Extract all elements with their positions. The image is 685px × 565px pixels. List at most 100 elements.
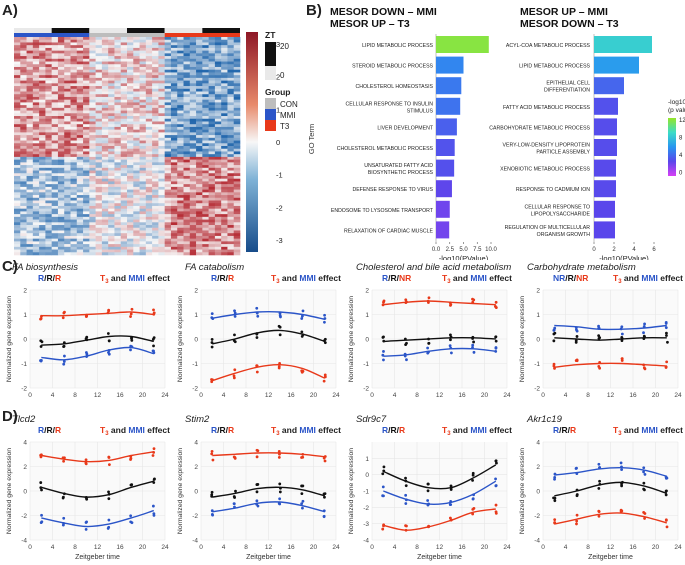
heatmap-cell — [83, 118, 90, 122]
data-point-red — [255, 370, 259, 374]
heatmap-cell — [95, 107, 103, 111]
heatmap-cell — [170, 208, 178, 212]
heatmap-cell — [32, 203, 40, 207]
heatmap-cell — [32, 197, 40, 201]
heatmap-cell — [45, 203, 52, 207]
heatmap-cell — [189, 113, 197, 117]
heatmap-cell — [196, 205, 203, 209]
heatmap-cell — [108, 143, 115, 147]
heatmap-cell — [32, 91, 40, 95]
heatmap-cell — [221, 181, 228, 185]
heatmap-cell — [189, 94, 197, 98]
heatmap-cell — [95, 162, 103, 166]
heatmap-cell — [208, 170, 216, 174]
heatmap-cell — [57, 181, 65, 185]
heatmap-cell — [164, 156, 172, 160]
heatmap-cell — [227, 110, 235, 114]
heatmap-cell — [202, 132, 209, 136]
heatmap-cell — [139, 116, 147, 120]
heatmap-cell — [120, 238, 128, 242]
heatmap-cell — [164, 225, 172, 229]
heatmap-cell — [95, 146, 103, 150]
heatmap-cell — [233, 159, 241, 163]
heatmap-cell — [183, 129, 191, 133]
heatmap-cell — [57, 99, 65, 103]
data-point-blue — [278, 314, 282, 318]
series-line-blue — [212, 501, 325, 513]
heatmap-cell — [145, 132, 153, 136]
heatmap-cell — [51, 216, 59, 220]
heatmap-cell — [70, 47, 78, 51]
heatmap-cell — [108, 91, 115, 95]
heatmap-cell — [158, 214, 165, 218]
heatmap-cell — [26, 77, 34, 81]
data-point-red — [642, 511, 646, 514]
heatmap-cell — [127, 181, 134, 185]
heatmap-cell — [133, 214, 140, 218]
data-point-red — [597, 514, 601, 518]
heatmap-cell — [202, 184, 209, 188]
data-point-black — [300, 330, 304, 334]
heatmap-cell — [51, 102, 59, 106]
heatmap-cell — [221, 137, 228, 141]
heatmap-cell — [183, 192, 191, 196]
data-point-black — [210, 494, 214, 498]
heatmap-cell — [139, 47, 147, 51]
heatmap-cell — [120, 66, 128, 70]
heatmap-cell — [133, 39, 140, 43]
series-line-red — [41, 311, 154, 317]
heatmap-cell — [164, 50, 172, 54]
series-line-black — [41, 480, 154, 498]
heatmap-cell — [45, 110, 52, 114]
heatmap-cell — [196, 211, 203, 215]
heatmap-cell — [189, 42, 197, 46]
heatmap-cell — [145, 61, 153, 65]
heatmap-cell — [32, 47, 40, 51]
heatmap-cell — [208, 197, 216, 201]
heatmap-cell — [101, 69, 109, 73]
heatmap-cell — [14, 96, 21, 100]
heatmap-cell — [233, 195, 241, 199]
heatmap-cell — [152, 200, 159, 204]
heatmap-cell — [70, 61, 78, 65]
data-point-blue — [643, 472, 647, 476]
heatmap-cell — [233, 203, 241, 207]
data-point-red — [39, 455, 43, 459]
heatmap-cell — [83, 211, 90, 215]
heatmap-cell — [227, 244, 235, 248]
heatmap-cell — [133, 178, 140, 182]
heatmap-cell — [101, 83, 109, 87]
chart-title: Tlcd2 — [12, 414, 36, 425]
heatmap-cell — [145, 47, 153, 51]
bar-xtick-label: 2.5 — [446, 247, 455, 253]
heatmap-cell — [214, 91, 222, 95]
data-point-red — [300, 370, 304, 374]
heatmap-cell — [26, 58, 34, 62]
heatmap-cell — [14, 107, 21, 111]
data-point-red — [427, 524, 431, 528]
heatmap-cell — [20, 189, 27, 193]
heatmap-cell — [233, 37, 241, 41]
heatmap-cell — [39, 47, 46, 51]
heatmap-cell — [133, 197, 140, 201]
heatmap-cell — [57, 110, 65, 114]
heatmap-cell — [214, 113, 222, 117]
heatmap-cell — [127, 252, 134, 256]
heatmap-cell — [145, 165, 153, 169]
heatmap-cell — [196, 249, 203, 253]
heatmap-cell — [152, 181, 159, 185]
heatmap-cell — [158, 235, 165, 239]
heatmap-cell — [196, 165, 203, 169]
heatmap-cell — [83, 47, 90, 51]
heatmap-cell — [221, 222, 228, 226]
heatmap-cell — [14, 129, 21, 133]
data-point-blue — [405, 358, 408, 362]
heatmap-cell — [127, 156, 134, 160]
heatmap-cell — [89, 66, 96, 70]
heatmap-cell — [133, 110, 140, 114]
heatmap-cell — [202, 96, 209, 100]
data-point-red — [255, 364, 259, 368]
heatmap-cell — [70, 121, 78, 125]
heatmap-cell — [196, 64, 203, 68]
heatmap-cell — [214, 225, 222, 229]
